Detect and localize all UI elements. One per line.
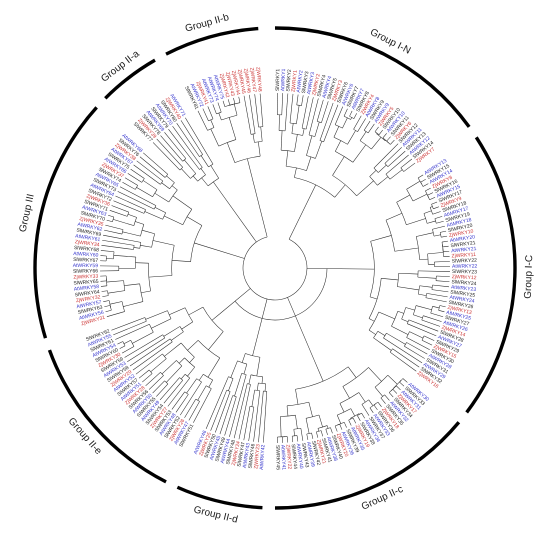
group-label: Group I-N <box>368 27 412 57</box>
leaf-labels: SlWRKY1AtWRKY1SlWRKY2ZjWRKY1AtWRKY2SlWRK… <box>73 67 478 471</box>
leaf-label: ZjWRKY22 <box>285 444 293 469</box>
leaf-label: ZjWRKY43 <box>224 71 236 97</box>
leaf-label: AtWRKY57 <box>76 299 102 310</box>
leaf-label: SlWRKY45 <box>274 445 280 470</box>
leaf-label: SlWRKY64 <box>74 289 100 298</box>
leaf-label: ZjWRKY12 <box>452 274 477 281</box>
leaf-label: AtWRKY23 <box>451 284 477 293</box>
leaf-label: ZjWRKY2 <box>311 73 322 96</box>
leaf-label: ZjWRKY1 <box>291 70 299 93</box>
leaf-label: SlWRKY65 <box>73 279 99 287</box>
leaf-label: ZjWRKY13 <box>447 305 473 316</box>
leaf-label: SlWRKY63 <box>77 305 103 316</box>
leaf-label: SlWRKY43 <box>300 442 310 468</box>
group-label: Group I-C <box>523 255 536 299</box>
leaf-label: AtWRKY60 <box>73 251 99 259</box>
leaf-label: SlWRKY3 <box>301 71 311 94</box>
leaf-label: SlWRKY68 <box>74 245 100 254</box>
tree-branches <box>100 93 450 443</box>
leaf-label: ZjWRKY10 <box>449 229 475 239</box>
leaf-label: AtWRKY2 <box>296 70 305 93</box>
leaf-label: AtWRKY42 <box>259 444 267 470</box>
leaf-label: SlWRKY67 <box>73 257 98 264</box>
leaf-label: AtWRKY41 <box>279 445 286 471</box>
leaf-label: ZjWRKY21 <box>315 439 327 465</box>
group-band <box>47 349 167 484</box>
leaf-label: SlWRKY2 <box>285 69 293 92</box>
leaf-label: AtWRKY59 <box>73 263 99 269</box>
leaf-label: ZjWRKY33 <box>73 274 98 281</box>
leaf-label: ZjWRKY34 <box>75 239 101 248</box>
leaf-label: SlWRKY23 <box>452 269 477 276</box>
leaf-label: AtWRKY43 <box>242 442 252 468</box>
group-band <box>465 136 517 414</box>
leaf-label: ZjWRKY45 <box>236 69 246 95</box>
group-band <box>176 485 263 510</box>
leaf-label: AtWRKY22 <box>452 264 478 270</box>
leaf-label: ZjWRKY46 <box>242 68 252 94</box>
leaf-label: AtWRKY58 <box>74 284 100 293</box>
leaf-label: SlWRKY42 <box>310 440 321 466</box>
group-label: Group II-d <box>192 505 238 526</box>
leaf-label: AtWRKY21 <box>451 246 477 254</box>
group-band <box>165 26 259 56</box>
group-band <box>274 26 471 128</box>
leaf-label: SlWRKY1 <box>275 69 281 92</box>
leaf-label: SlWRKY44 <box>290 444 299 470</box>
leaf-label: SlWRKY66 <box>73 268 98 274</box>
leaf-label: ZjWRKY23 <box>253 444 261 469</box>
leaf-label: AtWRKY20 <box>449 234 475 244</box>
leaf-label: SlWRKY69 <box>76 227 102 238</box>
leaf-label: SlWRKY25 <box>450 289 476 298</box>
leaf-label: SlWRKY48 <box>225 439 237 465</box>
leaf-label: ZjWRKY35 <box>79 216 105 228</box>
leaf-label: SlWRKY26 <box>448 300 474 311</box>
leaf-label: SlWRKY21 <box>450 240 476 249</box>
leaf-label: ZjWRKY32 <box>76 294 102 304</box>
group-label: Group III <box>18 193 37 233</box>
group-bands <box>33 26 517 510</box>
leaf-label: ZjWRKY48 <box>255 67 263 92</box>
leaf-label: SlWRKY24 <box>451 279 477 287</box>
leaf-label: ZjWRKY47 <box>248 67 257 92</box>
leaf-label: SlWRKY46 <box>248 443 257 469</box>
group-label: Group II-b <box>184 12 231 35</box>
group-band <box>274 421 461 510</box>
leaf-label: SlWRKY47 <box>236 441 246 467</box>
leaf-label: AtWRKY39 <box>305 441 316 467</box>
leaf-label: AtWRKY18 <box>446 217 472 229</box>
leaf-label: ZjWRKY11 <box>451 252 476 260</box>
group-label: Group II-a <box>99 48 142 84</box>
leaf-label: AtWRKY61 <box>75 233 101 243</box>
leaf-label: AtWRKY24 <box>449 295 475 305</box>
leaf-label: SlWRKY22 <box>452 258 477 265</box>
group-band <box>104 58 156 100</box>
leaf-label: AtWRKY40 <box>295 443 304 469</box>
leaf-label: ZjWRKY24 <box>231 440 242 466</box>
leaf-label: AtWRKY3 <box>306 71 316 94</box>
group-band <box>33 106 98 339</box>
leaf-label: AtWRKY62 <box>77 222 103 233</box>
leaf-label: AtWRKY1 <box>280 68 287 91</box>
leaf-label: ZjWRKY44 <box>230 70 241 96</box>
leaf-label: SlWRKY4 <box>316 74 327 97</box>
group-label: Group II-e <box>66 416 104 457</box>
leaf-label: SlWRKY20 <box>447 223 473 234</box>
